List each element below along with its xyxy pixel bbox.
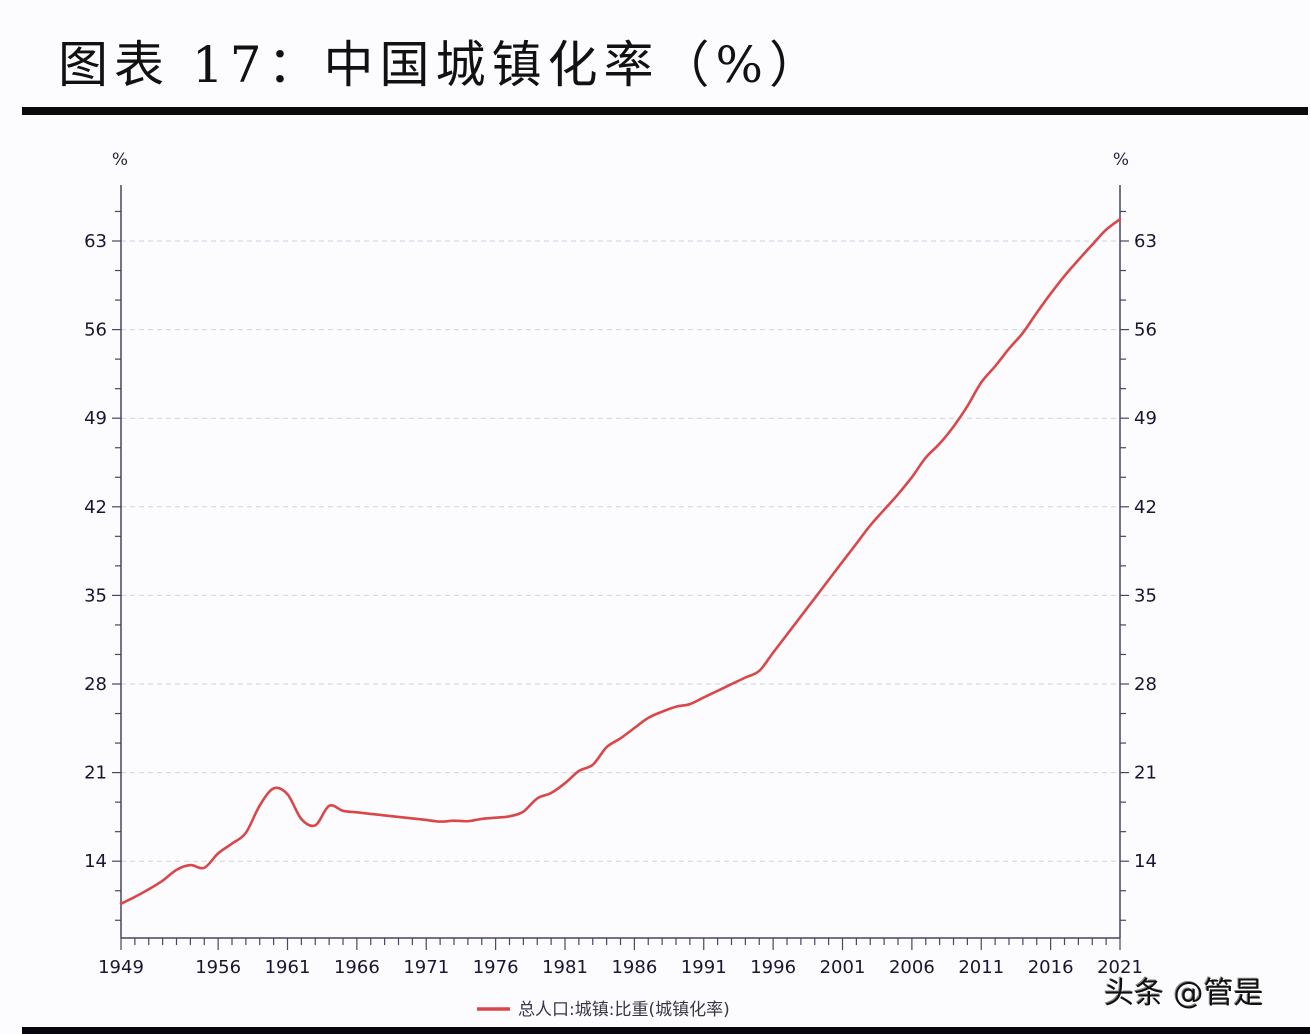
y-tick-label-left: 63 [84,231,107,252]
gridlines [121,240,1120,862]
y-axis-left-unit: % [112,150,128,170]
y-tick-label-left: 56 [84,320,107,341]
x-tick-label: 1966 [334,957,380,978]
chart-title: 图表 17：中国城镇化率（%） [58,36,826,94]
x-tick-label: 1986 [611,957,657,978]
x-tick-label: 2021 [1097,957,1143,978]
x-tick-label: 1956 [195,957,241,978]
x-tick-label: 2006 [889,957,935,978]
y-axis-right-unit: % [1113,150,1129,170]
x-tick-label: 1976 [473,957,519,978]
y-axis-right-labels: 14 21 28 35 42 49 56 63 [1134,231,1157,872]
y-tick-label-right: 14 [1134,851,1157,872]
y-tick-label-right: 28 [1134,674,1157,695]
x-tick-label: 1971 [403,957,449,978]
y-tick-label-right: 21 [1134,763,1157,784]
y-tick-label-left: 21 [84,763,107,784]
bottom-divider [22,1027,1310,1034]
x-tick-label: 2011 [958,957,1004,978]
y-tick-label-left: 42 [84,497,107,518]
x-tick-label: 1996 [750,957,796,978]
legend-label: 总人口:城镇:比重(城镇化率) [518,1000,730,1020]
watermark: 头条 @管是 [1104,976,1264,1011]
y-tick-label-left: 14 [84,851,107,872]
legend: 总人口:城镇:比重(城镇化率) [477,1000,730,1020]
x-tick-label: 1949 [98,957,144,978]
x-tick-label: 1981 [542,957,588,978]
y-tick-label-right: 56 [1134,320,1157,341]
x-tick-label: 1991 [681,957,727,978]
y-tick-label-right: 49 [1134,408,1157,429]
y-axis-left-labels: 14 21 28 35 42 49 56 63 [84,231,107,872]
y-tick-label-left: 35 [84,585,107,606]
axes [112,185,1129,950]
y-tick-label-left: 28 [84,674,107,695]
x-tick-label: 2001 [820,957,866,978]
y-tick-label-right: 35 [1134,585,1157,606]
x-tick-label: 1961 [265,957,311,978]
y-tick-label-right: 63 [1134,231,1157,252]
y-tick-label-left: 49 [84,408,107,429]
y-tick-label-right: 42 [1134,497,1157,518]
x-tick-label: 2016 [1028,957,1074,978]
x-axis-labels: 1949 1956 1961 1966 1971 1976 1981 1986 1991 1996… [98,957,1143,978]
urbanization-rate-line [119,217,1122,905]
title-divider [22,107,1308,115]
